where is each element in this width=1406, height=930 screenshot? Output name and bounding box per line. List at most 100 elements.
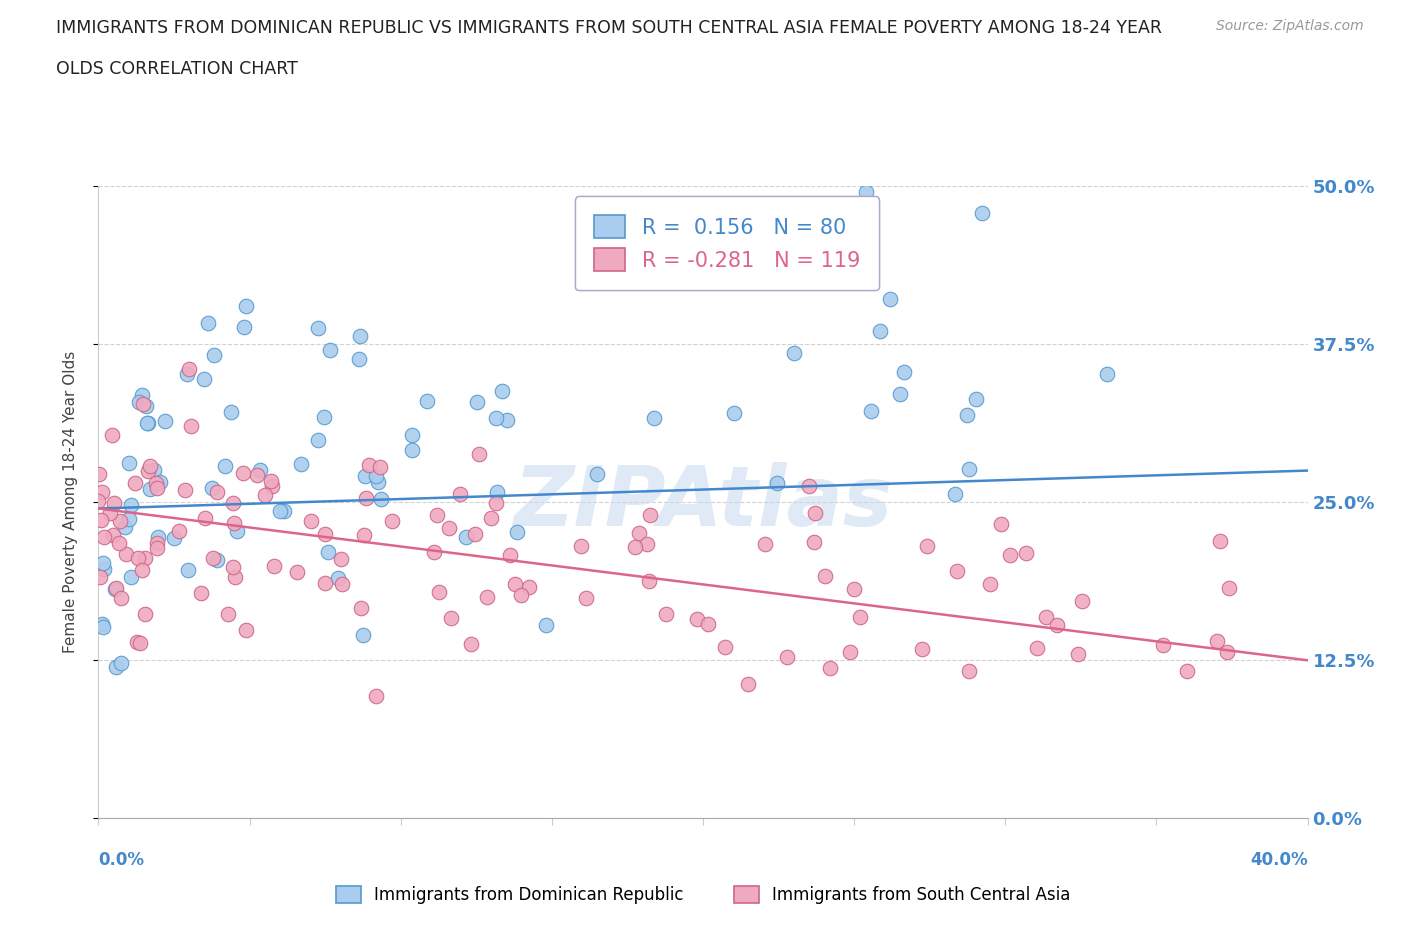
- Point: [114, 520, 136, 535]
- Point: [425, 508, 447, 523]
- Point: [685, 611, 707, 626]
- Point: [427, 585, 450, 600]
- Point: [1209, 534, 1232, 549]
- Point: [643, 410, 665, 425]
- Point: [205, 552, 228, 567]
- Point: [232, 320, 254, 335]
- Point: [479, 511, 502, 525]
- Point: [136, 416, 159, 431]
- Point: [136, 463, 159, 478]
- Point: [477, 590, 499, 604]
- Point: [93, 562, 115, 577]
- Point: [253, 487, 276, 502]
- Point: [842, 581, 865, 596]
- Point: [110, 656, 132, 671]
- Point: [330, 551, 353, 566]
- Point: [364, 688, 387, 703]
- Point: [696, 617, 718, 631]
- Point: [224, 569, 246, 584]
- Point: [437, 521, 460, 536]
- Point: [401, 427, 423, 442]
- Point: [285, 565, 308, 579]
- Point: [101, 528, 124, 543]
- Point: [956, 408, 979, 423]
- Point: [235, 299, 257, 313]
- Point: [624, 540, 647, 555]
- Point: [1015, 545, 1038, 560]
- Point: [869, 323, 891, 338]
- Point: [1218, 580, 1240, 595]
- Point: [91, 619, 114, 634]
- Point: [104, 659, 127, 674]
- Point: [454, 529, 477, 544]
- Point: [655, 606, 678, 621]
- Point: [797, 479, 820, 494]
- Point: [118, 512, 141, 526]
- Point: [135, 398, 157, 413]
- Point: [153, 414, 176, 429]
- Point: [259, 473, 281, 488]
- Point: [638, 508, 661, 523]
- Point: [364, 468, 387, 483]
- Point: [638, 574, 661, 589]
- Point: [139, 458, 162, 473]
- Point: [87, 494, 110, 509]
- Point: [1177, 664, 1199, 679]
- Point: [124, 475, 146, 490]
- Point: [101, 427, 124, 442]
- Point: [235, 622, 257, 637]
- Point: [723, 405, 745, 420]
- Point: [249, 463, 271, 478]
- Point: [197, 316, 219, 331]
- Point: [91, 555, 114, 570]
- Point: [222, 515, 245, 530]
- Point: [517, 579, 540, 594]
- Point: [105, 581, 128, 596]
- Point: [201, 551, 224, 565]
- Point: [484, 410, 506, 425]
- Point: [146, 529, 169, 544]
- Point: [464, 526, 486, 541]
- Point: [219, 405, 242, 419]
- Point: [416, 393, 439, 408]
- Point: [636, 536, 658, 551]
- Point: [356, 491, 378, 506]
- Point: [370, 491, 392, 506]
- Point: [775, 650, 797, 665]
- Point: [911, 642, 934, 657]
- Point: [104, 581, 127, 596]
- Point: [146, 540, 169, 555]
- Point: [93, 529, 115, 544]
- Point: [307, 432, 329, 447]
- Point: [586, 467, 609, 482]
- Point: [370, 459, 392, 474]
- Point: [401, 443, 423, 458]
- Text: ZIPAtlas: ZIPAtlas: [513, 461, 893, 543]
- Point: [946, 564, 969, 578]
- Point: [131, 388, 153, 403]
- Point: [108, 536, 131, 551]
- Point: [491, 384, 513, 399]
- Point: [132, 396, 155, 411]
- Point: [1046, 618, 1069, 632]
- Point: [460, 637, 482, 652]
- Point: [803, 505, 825, 520]
- Point: [316, 544, 339, 559]
- Point: [232, 465, 254, 480]
- Point: [214, 458, 236, 473]
- Legend: R =  0.156   N = 80, R = -0.281   N = 119: R = 0.156 N = 80, R = -0.281 N = 119: [575, 196, 879, 290]
- Point: [312, 409, 335, 424]
- Legend: Immigrants from Dominican Republic, Immigrants from South Central Asia: Immigrants from Dominican Republic, Immi…: [328, 878, 1078, 912]
- Point: [1026, 641, 1049, 656]
- Point: [879, 292, 901, 307]
- Point: [163, 530, 186, 545]
- Point: [91, 485, 114, 499]
- Text: OLDS CORRELATION CHART: OLDS CORRELATION CHART: [56, 60, 298, 78]
- Point: [273, 503, 295, 518]
- Point: [893, 365, 915, 379]
- Point: [1035, 609, 1057, 624]
- Point: [222, 560, 245, 575]
- Point: [849, 609, 872, 624]
- Point: [990, 517, 1012, 532]
- Point: [737, 676, 759, 691]
